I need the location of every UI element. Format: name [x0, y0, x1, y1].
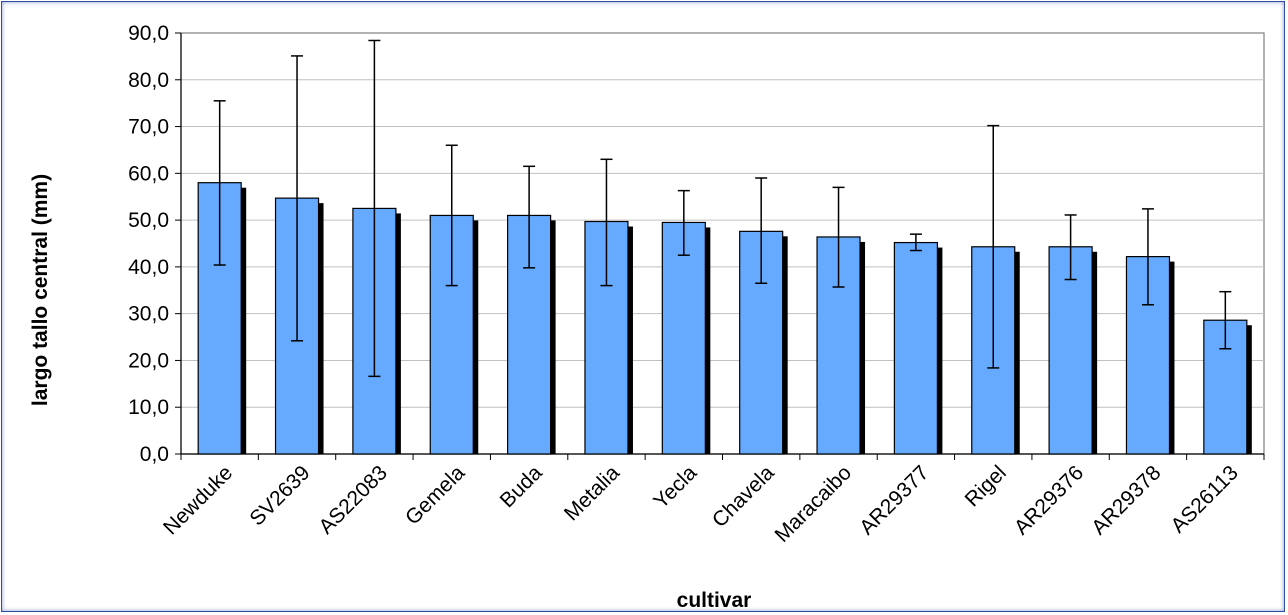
x-tick-label: SV2639 — [245, 461, 314, 530]
y-tick-label: 10,0 — [128, 396, 169, 419]
error-bar-newduke — [213, 100, 226, 266]
error-bar-yecla — [677, 189, 690, 256]
x-tick-label: Newduke — [159, 461, 237, 539]
x-tick-label: Gemela — [401, 461, 469, 529]
y-tick-label: 0,0 — [140, 443, 169, 466]
error-bar-ar29377 — [909, 233, 922, 252]
plot-area-border — [180, 32, 1265, 455]
error-bar-rigel — [987, 124, 1000, 369]
error-bar-as26113 — [1219, 290, 1232, 350]
error-bar-as22083 — [368, 39, 381, 378]
bars — [197, 182, 1252, 455]
error-bar-buda — [523, 165, 536, 269]
x-tick-label: AR29378 — [1087, 461, 1165, 539]
bar-yecla — [661, 221, 706, 455]
error-bar-ar29378 — [1141, 208, 1154, 306]
y-tick-label: 70,0 — [128, 116, 169, 139]
x-tick-label: Chavela — [708, 461, 779, 532]
x-tick-label: Yecla — [649, 461, 701, 513]
error-bar-chavela — [755, 177, 768, 285]
x-tick-label: AR29376 — [1010, 461, 1088, 539]
bar-ar29377 — [893, 241, 938, 455]
y-tick-label: 90,0 — [128, 22, 169, 45]
y-tick-label: 20,0 — [128, 349, 169, 372]
error-bar-ar29376 — [1064, 214, 1077, 281]
y-axis-ticks: 0,0 10,0 20,0 30,0 40,0 50,0 60,0 70,0 80,0 90,0 — [128, 22, 1265, 466]
gridlines — [180, 32, 1265, 455]
y-tick-label: 50,0 — [128, 209, 169, 232]
y-tick-label: 40,0 — [128, 256, 169, 279]
error-bar-sv2639 — [291, 55, 304, 342]
x-tick-label: AR29377 — [855, 461, 933, 539]
x-tick-label: Maracaibo — [770, 461, 856, 547]
bar-ar29376 — [1048, 246, 1093, 455]
x-tick-label: AS26113 — [1167, 461, 1243, 537]
y-tick-label: 30,0 — [128, 303, 169, 326]
y-tick-label: 60,0 — [128, 162, 169, 185]
x-axis-tick-labels: Newduke SV2639 AS22083 Gemela Buda Metalia Yec… — [159, 461, 1243, 547]
x-tick-label: Buda — [496, 461, 547, 512]
x-tick-label: AS22083 — [315, 461, 392, 538]
x-tick-label: Rigel — [961, 461, 1011, 511]
x-axis-title: cultivar — [677, 589, 752, 612]
error-bar-maracaibo — [832, 186, 845, 288]
x-tick-label: Metalia — [560, 461, 624, 525]
error-bar-metalia — [600, 158, 613, 287]
error-bars — [213, 39, 1232, 378]
y-axis-title: largo tallo central (mm) — [29, 174, 52, 406]
error-bar-gemela — [445, 144, 458, 287]
y-tick-label: 80,0 — [128, 69, 169, 92]
